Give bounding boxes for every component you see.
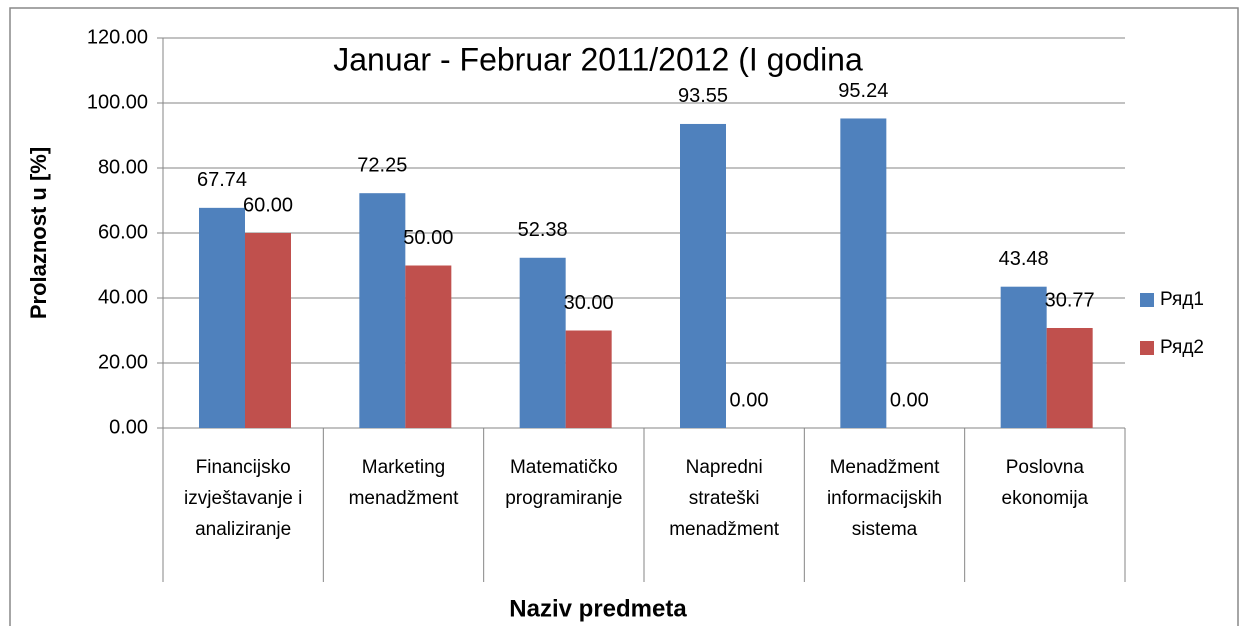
y-tick-label: 120.00: [87, 26, 148, 48]
x-tick-label: Matematičko programiranje: [505, 457, 623, 509]
data-label: 50.00: [403, 227, 453, 249]
data-label: 30.00: [564, 292, 614, 314]
x-tick-label: Poslovna ekonomija: [1001, 457, 1089, 509]
x-tick-label: Marketing menadžment: [348, 457, 459, 509]
legend-label: Ряд1: [1160, 289, 1204, 310]
legend-swatch: [1140, 293, 1154, 307]
chart-title: Januar - Februar 2011/2012 (I godina: [333, 41, 863, 77]
bar: [1000, 286, 1047, 428]
data-label: 60.00: [243, 194, 293, 216]
x-axis-title: Naziv predmeta: [509, 595, 687, 622]
data-label: 67.74: [197, 169, 247, 191]
y-tick-label: 60.00: [98, 221, 148, 243]
y-tick-label: 80.00: [98, 156, 148, 178]
legend-label: Ряд2: [1160, 337, 1204, 358]
y-tick-label: 0.00: [109, 416, 148, 438]
y-tick-label: 20.00: [98, 351, 148, 373]
x-tick-label: Menadžment informacijskih sistema: [826, 457, 943, 540]
data-label: 43.48: [999, 248, 1049, 270]
bar: [245, 233, 291, 428]
bar: [199, 207, 245, 428]
x-tick-label: Financijsko izvještavanje i analiziranje: [184, 457, 303, 540]
bar: [405, 265, 452, 428]
data-label: 52.38: [518, 219, 568, 241]
data-label: 0.00: [730, 389, 769, 411]
bar: [1046, 327, 1093, 428]
bar: [359, 193, 406, 428]
y-axis-title: Prolaznost u [%]: [26, 147, 51, 319]
data-label: 72.25: [357, 154, 407, 176]
bar: [565, 330, 612, 428]
bar: [840, 118, 887, 428]
legend-swatch: [1140, 341, 1154, 355]
y-tick-label: 40.00: [98, 286, 148, 308]
data-label: 0.00: [890, 389, 929, 411]
data-label: 30.77: [1045, 289, 1095, 311]
data-label: 93.55: [678, 85, 728, 107]
x-tick-label: Napredni strateški menadžment: [669, 457, 780, 540]
bar: [519, 257, 566, 428]
bar: [680, 123, 726, 429]
y-tick-label: 100.00: [87, 91, 148, 113]
data-label: 95.24: [838, 80, 888, 102]
